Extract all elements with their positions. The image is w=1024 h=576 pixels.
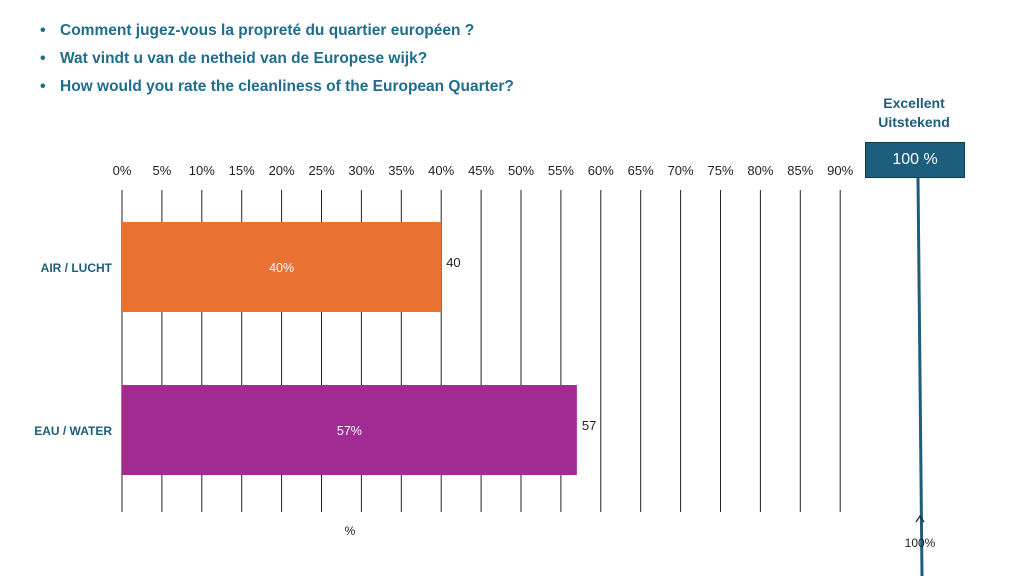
callout-value-box: 100 %	[865, 142, 965, 178]
x-tick-label: 40%	[428, 163, 454, 178]
bar-air	[122, 222, 442, 312]
x-tick-label: 5%	[153, 163, 172, 178]
x-tick-label: 90%	[827, 163, 853, 178]
category-label: AIR / LUCHT	[41, 261, 113, 275]
bar-end-label: 40	[446, 255, 460, 270]
callout-label-fr: Excellent	[883, 95, 945, 111]
question-en: How would you rate the cleanliness of th…	[40, 76, 514, 104]
x-tick-label: 55%	[548, 163, 574, 178]
excellent-callout-label: Excellent Uitstekend	[856, 94, 972, 132]
x-tick-label: 0%	[113, 163, 132, 178]
x-tick-labels: 0% 5% 10% 15% 20% 25% 30% 35% 40% 45% 50% 55% 60% 65%…	[113, 163, 854, 178]
bar-water	[122, 385, 577, 475]
x-tick-label: 60%	[588, 163, 614, 178]
bar-inner-label: 40%	[269, 261, 294, 275]
reference-marker: 100%	[905, 177, 936, 576]
reference-arrow	[915, 514, 925, 523]
bar-inner-label: 57%	[337, 424, 362, 438]
x-tick-label: 45%	[468, 163, 494, 178]
x-tick-label: 70%	[668, 163, 694, 178]
x-tick-label: 15%	[229, 163, 255, 178]
question-list: Comment jugez-vous la propreté du quarti…	[40, 20, 514, 104]
x-tick-label: 25%	[308, 163, 334, 178]
bars	[122, 222, 577, 475]
callout-label-nl: Uitstekend	[878, 114, 950, 130]
x-tick-label: 65%	[628, 163, 654, 178]
x-tick-label: 35%	[388, 163, 414, 178]
bar-end-label: 57	[582, 418, 596, 433]
question-nl: Wat vindt u van de netheid van de Europe…	[40, 48, 514, 76]
x-tick-label: 85%	[787, 163, 813, 178]
reference-label: 100%	[905, 536, 936, 550]
x-tick-label: 20%	[269, 163, 295, 178]
x-tick-label: 30%	[348, 163, 374, 178]
x-tick-label: 80%	[747, 163, 773, 178]
reference-line	[916, 177, 924, 576]
x-axis-label: %	[345, 524, 356, 538]
bar-labels: AIR / LUCHT 40% 40 EAU / WATER 57% 57	[34, 255, 596, 438]
x-tick-label: 50%	[508, 163, 534, 178]
category-label: EAU / WATER	[34, 424, 112, 438]
x-tick-label: 75%	[707, 163, 733, 178]
x-tick-label: 10%	[189, 163, 215, 178]
question-fr: Comment jugez-vous la propreté du quarti…	[40, 20, 514, 48]
